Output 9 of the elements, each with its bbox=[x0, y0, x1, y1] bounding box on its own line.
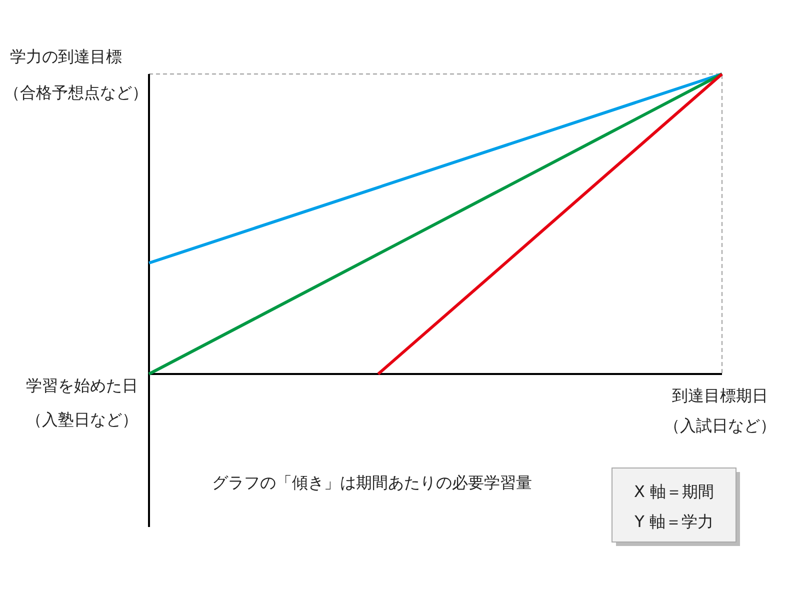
ylabel: 学力の到達目標 bbox=[10, 47, 122, 66]
annotation: 学習を始めた日 bbox=[26, 376, 138, 395]
annotation: Y 軸＝学力 bbox=[634, 512, 714, 531]
xlabel: 到達目標期日 bbox=[672, 386, 768, 405]
annotation: （入塾日など） bbox=[26, 410, 138, 429]
annotation: （合格予想点など） bbox=[4, 83, 148, 102]
annotation: X 軸＝期間 bbox=[634, 482, 714, 501]
annotation: グラフの「傾き」は期間あたりの必要学習量 bbox=[212, 473, 532, 492]
annotation: （入試日など） bbox=[664, 416, 776, 435]
